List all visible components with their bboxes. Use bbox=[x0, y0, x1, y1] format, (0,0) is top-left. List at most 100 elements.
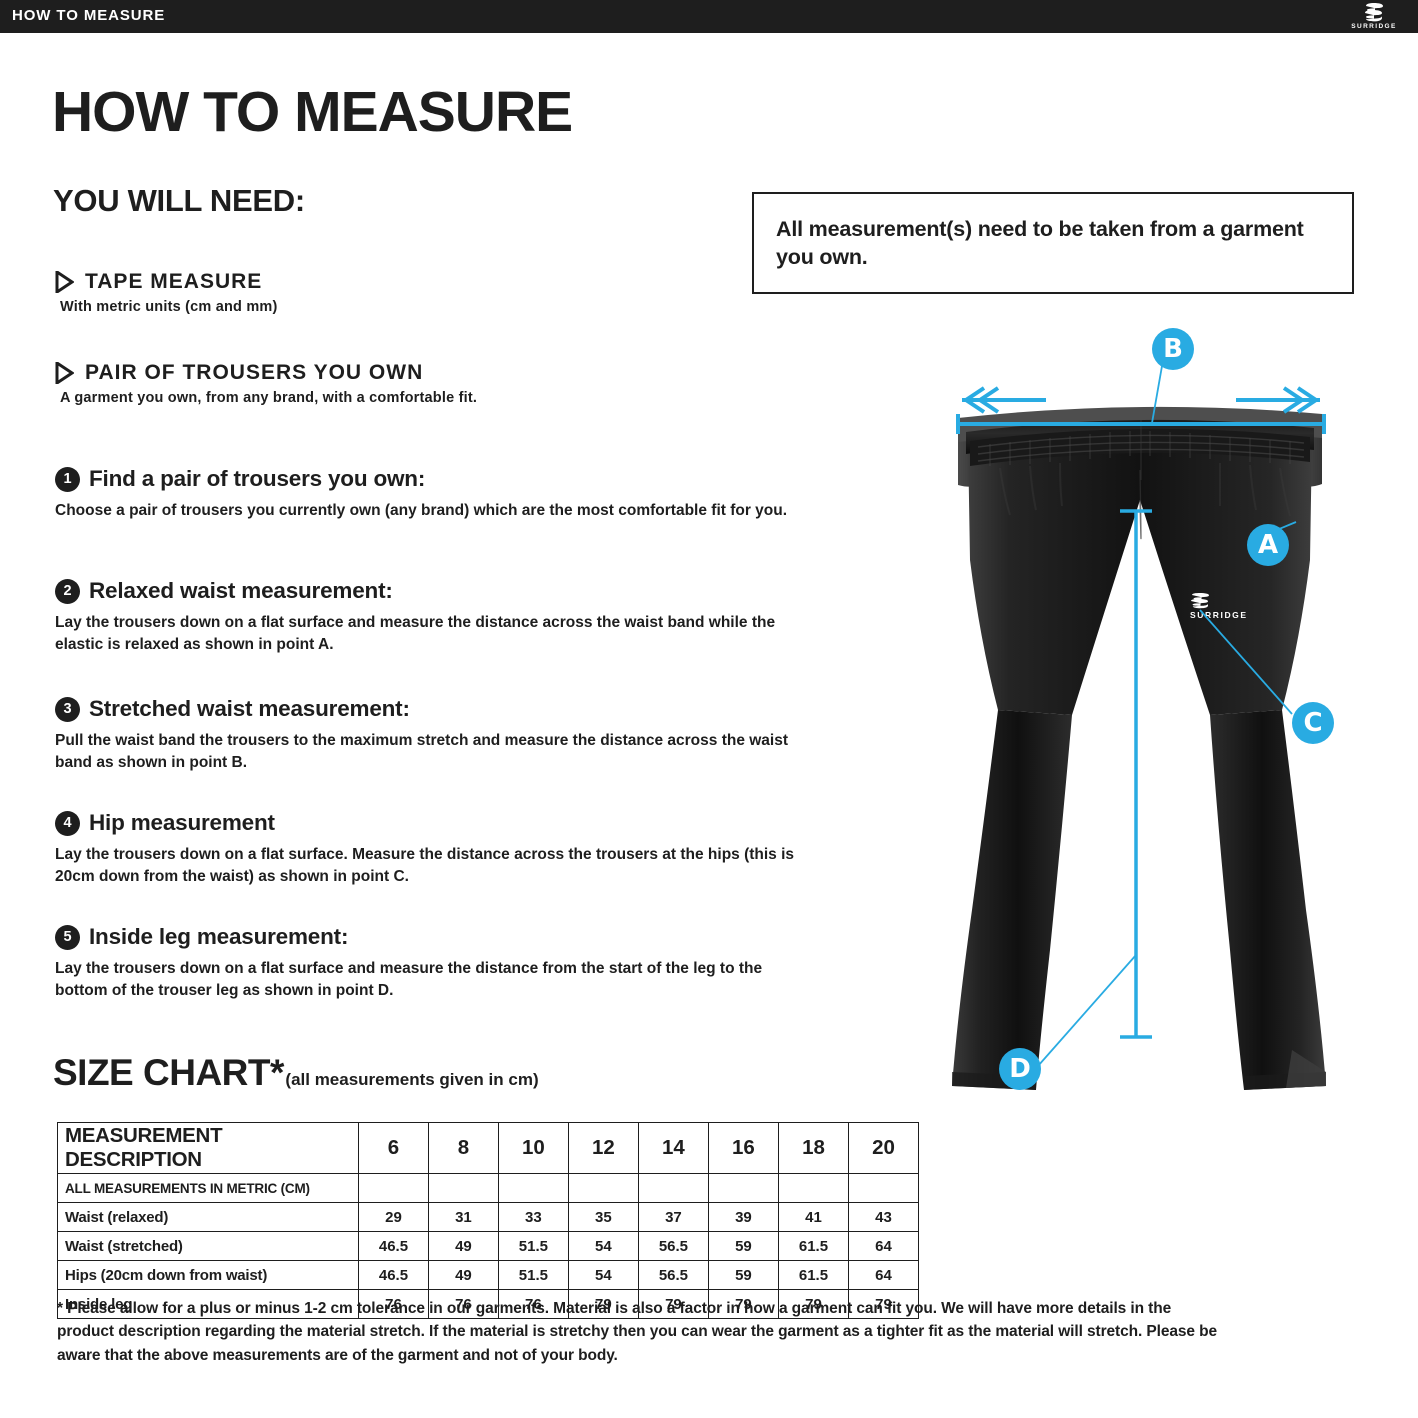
step-number-badge: 3 bbox=[55, 696, 80, 722]
empty-cell bbox=[357, 1173, 430, 1203]
play-triangle-icon bbox=[55, 271, 74, 293]
metric-note-cell: ALL MEASUREMENTS IN METRIC (CM) bbox=[57, 1173, 359, 1203]
step-body: Choose a pair of trousers you currently … bbox=[55, 502, 788, 519]
cell-value: 61.5 bbox=[777, 1260, 850, 1290]
empty-cell bbox=[848, 1173, 919, 1203]
empty-cell bbox=[428, 1173, 499, 1203]
step-title: Inside leg measurement: bbox=[89, 924, 349, 949]
size-chart-heading-note: (all measurements given in cm) bbox=[285, 1070, 539, 1089]
play-triangle-icon bbox=[55, 362, 74, 384]
row-label: Waist (relaxed) bbox=[57, 1202, 359, 1232]
cell-value: 54 bbox=[567, 1260, 639, 1290]
footnote-text: * Please allow for a plus or minus 1-2 c… bbox=[57, 1300, 1218, 1364]
need-item-sub: With metric units (cm and mm) bbox=[60, 299, 278, 315]
need-item-sub: A garment you own, from any brand, with … bbox=[60, 390, 478, 406]
empty-cell bbox=[637, 1173, 709, 1203]
size-chart-heading-text: SIZE CHART bbox=[53, 1052, 271, 1093]
column-header-size: 18 bbox=[777, 1122, 850, 1174]
callout-b-leader bbox=[1151, 365, 1163, 424]
cell-value: 54 bbox=[567, 1231, 639, 1261]
table-header-row: MEASUREMENT DESCRIPTION 6 8 10 12 14 16 … bbox=[57, 1122, 919, 1174]
measurement-notice-text: All measurement(s) need to be taken from… bbox=[776, 216, 1304, 269]
step-body: Lay the trousers down on a flat surface.… bbox=[55, 846, 795, 886]
top-header-bar: HOW TO MEASURE SURRIDGE bbox=[0, 0, 1418, 33]
step-5: 5 Inside leg measurement: Lay the trouse… bbox=[55, 924, 845, 1003]
cell-value: 41 bbox=[777, 1202, 850, 1232]
header-title: HOW TO MEASURE bbox=[12, 7, 166, 24]
step-3: 3 Stretched waist measurement: Pull the … bbox=[55, 696, 845, 775]
step-title: Relaxed waist measurement: bbox=[89, 578, 393, 603]
step-body: Lay the trousers down on a flat surface … bbox=[55, 614, 776, 654]
step-number-badge: 2 bbox=[55, 578, 80, 604]
empty-cell bbox=[707, 1173, 779, 1203]
column-header-size: 20 bbox=[848, 1122, 919, 1174]
cell-value: 37 bbox=[637, 1202, 709, 1232]
cell-value: 79 bbox=[637, 1289, 709, 1319]
step-title: Find a pair of trousers you own: bbox=[89, 466, 426, 491]
measurement-notice-box: All measurement(s) need to be taken from… bbox=[752, 192, 1354, 294]
step-number-badge: 4 bbox=[55, 810, 80, 836]
step-number-badge: 1 bbox=[55, 466, 80, 492]
trousers-diagram: SURRIDGE B A C bbox=[900, 310, 1400, 1110]
callout-d-leader bbox=[1037, 954, 1137, 1067]
column-header-size: 10 bbox=[497, 1122, 569, 1174]
column-header-size: 14 bbox=[637, 1122, 709, 1174]
cell-value: 49 bbox=[428, 1260, 499, 1290]
table-row: Inside leg 76 76 76 79 79 79 79 79 bbox=[57, 1289, 919, 1319]
cell-value: 35 bbox=[567, 1202, 639, 1232]
inside-leg-indicator bbox=[1120, 509, 1152, 1039]
need-item-title: PAIR OF TROUSERS YOU OWN bbox=[85, 361, 424, 384]
cell-value: 79 bbox=[707, 1289, 779, 1319]
row-label: Hips (20cm down from waist) bbox=[57, 1260, 359, 1290]
cell-value: 29 bbox=[357, 1202, 430, 1232]
stretched-waist-indicator bbox=[962, 386, 1320, 414]
cell-value: 31 bbox=[428, 1202, 499, 1232]
step-title: Hip measurement bbox=[89, 810, 275, 835]
step-body: Pull the waist band the trousers to the … bbox=[55, 732, 789, 772]
callout-a: A bbox=[1247, 524, 1289, 566]
empty-cell bbox=[567, 1173, 639, 1203]
cell-value: 39 bbox=[707, 1202, 779, 1232]
cell-value: 64 bbox=[848, 1231, 919, 1261]
cell-value: 79 bbox=[848, 1289, 919, 1319]
need-item-title: TAPE MEASURE bbox=[85, 270, 263, 293]
step-2: 2 Relaxed waist measurement: Lay the tro… bbox=[55, 578, 845, 657]
callout-d: D bbox=[999, 1048, 1041, 1090]
cell-value: 46.5 bbox=[357, 1231, 430, 1261]
brand-wordmark: SURRIDGE bbox=[1351, 23, 1397, 30]
cell-value: 51.5 bbox=[497, 1260, 569, 1290]
you-will-need-heading: YOU WILL NEED: bbox=[53, 183, 305, 218]
table-row: Hips (20cm down from waist) 46.5 49 51.5… bbox=[57, 1260, 919, 1290]
need-item-trousers: PAIR OF TROUSERS YOU OWN A garment you o… bbox=[55, 361, 477, 406]
cell-value: 46.5 bbox=[357, 1260, 430, 1290]
cell-value: 76 bbox=[497, 1289, 569, 1319]
column-header-size: 6 bbox=[357, 1122, 430, 1174]
row-label: Waist (stretched) bbox=[57, 1231, 359, 1261]
cell-value: 49 bbox=[428, 1231, 499, 1261]
svg-text:SURRIDGE: SURRIDGE bbox=[1190, 610, 1248, 620]
garment-surridge-logo: SURRIDGE bbox=[1190, 593, 1248, 620]
size-chart-table: MEASUREMENT DESCRIPTION 6 8 10 12 14 16 … bbox=[57, 1122, 919, 1319]
cell-value: 61.5 bbox=[777, 1231, 850, 1261]
need-item-tape-measure: TAPE MEASURE With metric units (cm and m… bbox=[55, 270, 278, 315]
column-header-size: 16 bbox=[707, 1122, 779, 1174]
step-1: 1 Find a pair of trousers you own: Choos… bbox=[55, 466, 845, 522]
cell-value: 56.5 bbox=[637, 1260, 709, 1290]
cell-value: 76 bbox=[357, 1289, 430, 1319]
empty-cell bbox=[777, 1173, 850, 1203]
page-title: HOW TO MEASURE bbox=[52, 80, 573, 144]
step-body: Lay the trousers down on a flat surface … bbox=[55, 960, 763, 1000]
cell-value: 79 bbox=[777, 1289, 850, 1319]
cell-value: 43 bbox=[848, 1202, 919, 1232]
cell-value: 64 bbox=[848, 1260, 919, 1290]
step-number-badge: 5 bbox=[55, 924, 80, 950]
callout-b: B bbox=[1152, 328, 1194, 370]
empty-cell bbox=[497, 1173, 569, 1203]
callout-c: C bbox=[1292, 702, 1334, 744]
cell-value: 59 bbox=[707, 1231, 779, 1261]
column-header-description: MEASUREMENT DESCRIPTION bbox=[57, 1122, 359, 1174]
step-title: Stretched waist measurement: bbox=[89, 696, 410, 721]
table-row: Waist (relaxed) 29 31 33 35 37 39 41 43 bbox=[57, 1202, 919, 1232]
surridge-logo: SURRIDGE bbox=[1344, 1, 1404, 32]
column-header-size: 8 bbox=[428, 1122, 499, 1174]
